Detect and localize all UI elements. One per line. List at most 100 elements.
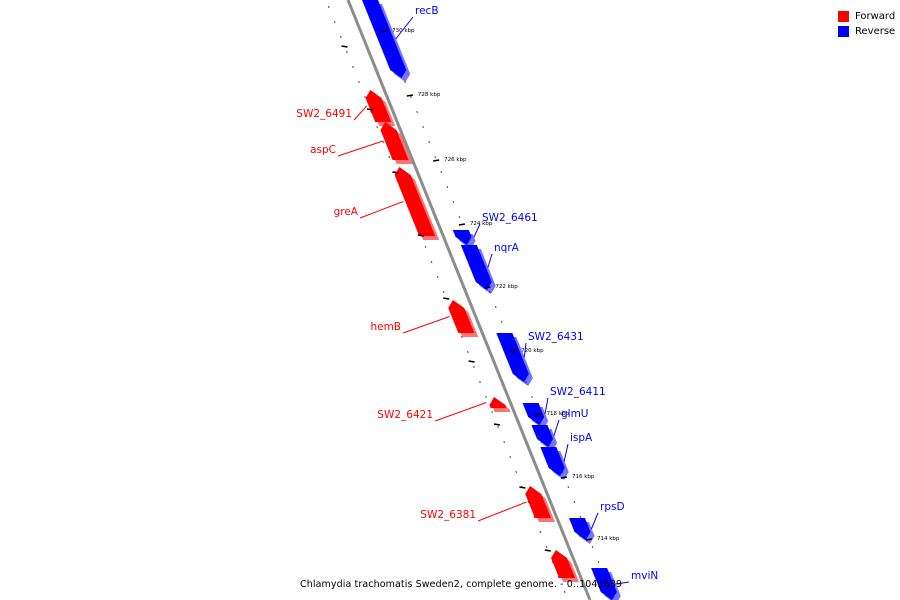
gene-arrow	[460, 245, 492, 290]
gene-arrow	[522, 403, 545, 425]
tick-label: 726 kbp	[444, 157, 467, 163]
gene-arrow	[540, 447, 565, 476]
tick-label: 722 kbp	[495, 284, 518, 290]
gene-arrow	[365, 90, 392, 122]
gene-label: recB	[415, 5, 439, 17]
gene-label: glmU	[561, 408, 589, 420]
forward-swatch	[838, 11, 849, 22]
scale-dot	[567, 485, 570, 489]
gene-label: rpsD	[600, 501, 625, 513]
tick-label: 714 kbp	[597, 536, 620, 542]
scale-dot	[545, 545, 548, 549]
gene-SW2_6411	[522, 403, 549, 429]
legend-item-forward: Forward	[838, 9, 895, 24]
tick-mark	[341, 45, 348, 48]
scale-dot	[494, 305, 497, 309]
gene-arrow	[448, 300, 475, 333]
scale-dot	[533, 515, 536, 519]
reverse-swatch	[838, 26, 849, 37]
tick-mark	[510, 350, 517, 353]
gene-label: SW2_6491	[296, 108, 352, 120]
tick-label: 724 kbp	[470, 221, 493, 227]
gene-leader-line	[590, 512, 599, 530]
tick-label: 730 kbp	[392, 28, 415, 34]
gene-arrow	[362, 0, 407, 78]
gene-arrow	[496, 333, 529, 382]
scale-dot	[452, 200, 455, 204]
gene-recB	[362, 0, 411, 82]
scale-dot	[388, 155, 391, 159]
scale-dot	[333, 20, 336, 24]
scale-dot	[440, 170, 443, 174]
scale-dot	[557, 575, 560, 579]
scale-dot	[364, 95, 366, 99]
scale-dot	[376, 125, 378, 129]
gene-label: SW2_6431	[528, 331, 584, 343]
legend-label-reverse: Reverse	[855, 26, 896, 37]
tick-mark	[380, 30, 388, 33]
gene-SW2_6381	[525, 486, 555, 522]
scale-dot	[466, 350, 469, 354]
gene-label: SW2_6421	[377, 409, 433, 421]
scale-dot	[358, 80, 360, 84]
gene-leader-line	[434, 402, 487, 422]
tick-mark	[484, 286, 491, 289]
gene-label: greA	[334, 206, 359, 218]
gene-SW2_6491	[365, 90, 396, 126]
scale-dot	[460, 335, 463, 339]
gene-label: hemB	[370, 321, 401, 333]
tick-label: 728 kbp	[418, 92, 441, 98]
scale-dot	[539, 530, 542, 534]
scale-dot	[428, 140, 431, 144]
scale-dot	[531, 395, 533, 399]
gene-unlabeled	[551, 550, 580, 582]
gene-leader-line	[337, 140, 384, 157]
scale-dot	[573, 500, 576, 504]
scale-dot	[458, 215, 461, 219]
tick-mark	[458, 223, 466, 226]
gene-arrow	[551, 550, 576, 578]
gene-label: nqrA	[494, 242, 520, 254]
tick-mark	[433, 159, 440, 162]
gene-leader-line	[353, 105, 368, 121]
gene-leader-line	[359, 201, 404, 219]
gene-features	[362, 0, 621, 600]
gene-label: SW2_6461	[482, 212, 538, 224]
gene-arrow	[380, 122, 409, 160]
gene-arrow	[591, 568, 617, 600]
gene-glmU	[531, 425, 558, 451]
scale-dot	[345, 50, 348, 54]
scale-dot	[527, 500, 530, 504]
scale-dot	[551, 560, 554, 564]
gene-greA	[394, 167, 440, 240]
genome-title: Chlamydia trachomatis Sweden2, complete …	[300, 579, 623, 590]
scale-dot	[479, 380, 481, 384]
genome-backbone	[346, 0, 592, 600]
tick-label: 720 kbp	[521, 348, 544, 354]
gene-arrow	[568, 518, 591, 540]
scale-dot	[424, 245, 427, 249]
scale-dot	[436, 275, 439, 279]
gene-arrow	[394, 167, 436, 236]
gene-label: mviN	[631, 570, 658, 582]
tick-mark	[468, 360, 475, 363]
gene-rpsD	[568, 518, 595, 544]
gene-labels: recB SW2_6491 aspC greA SW2_6461 nqrA hemB SW2_…	[296, 5, 658, 585]
tick-mark	[443, 297, 450, 300]
gene-ispA	[540, 447, 569, 480]
tick-mark	[560, 476, 568, 479]
gene-label: SW2_6381	[420, 509, 476, 521]
scale-dot	[579, 515, 582, 519]
gene-arrow	[489, 397, 507, 408]
tick-mark	[519, 486, 526, 489]
scale-dot	[597, 560, 600, 564]
gene-hemB	[448, 300, 479, 337]
gene-arrow	[452, 230, 472, 245]
tick-mark	[406, 94, 414, 97]
legend-label-forward: Forward	[855, 11, 896, 22]
gene-mviN	[591, 568, 621, 600]
scale-dot	[500, 320, 503, 324]
scale-dot	[430, 260, 433, 264]
scale-dot	[503, 440, 506, 444]
